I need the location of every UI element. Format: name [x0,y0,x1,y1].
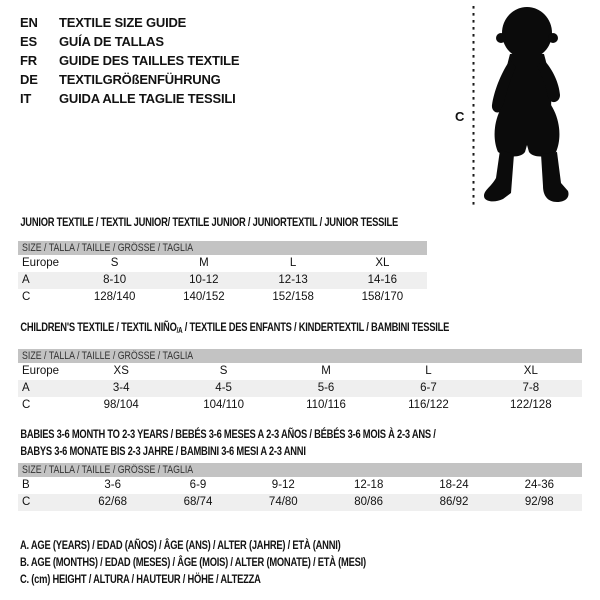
age-cell: 6-9 [189,479,207,491]
section-title-babies-line2: BABYS 3-6 MONATE BIS 2-3 JAHRE / BAMBINI… [20,444,306,458]
title-prefix: CHILDREN'S TEXTILE / TEXTIL NIÑO [20,320,177,334]
row-label: Europe [22,365,60,377]
table-row-age-months: B 3-6 6-9 9-12 12-18 18-24 24-36 [18,477,582,494]
footnote-c: C. (cm) HEIGHT / ALTURA / HAUTEUR / HÖHE… [20,572,261,586]
height-cell: 116/122 [408,399,449,411]
size-cell: XL [523,365,538,377]
size-cell: L [289,257,297,269]
language-code: DE [20,72,38,87]
height-cell: 122/128 [510,399,552,411]
footnotes: A. AGE (YEARS) / EDAD (AÑOS) / ÂGE (ANS)… [20,537,463,588]
table-row-height: C 128/140 140/152 152/158 158/170 [18,289,427,306]
table-row-height: C 98/104 104/110 110/116 116/122 122/128 [18,397,582,414]
height-cell: 86/92 [439,496,469,508]
age-cell: 5-6 [317,382,335,394]
guide-title-it: GUIDA ALLE TAGLIE TESSILI [59,91,236,106]
row-label: C [22,399,31,411]
size-bar-label: SIZE / TALLA / TAILLE / GRÖSSE / TAGLIA [22,464,194,476]
size-cell: S [219,365,228,377]
footnote-a: A. AGE (YEARS) / EDAD (AÑOS) / ÂGE (ANS)… [20,538,341,552]
row-label: C [22,291,31,303]
table-row-europe: Europe XS S M L XL [18,363,582,380]
row-label: A [22,274,30,286]
table-row-europe: Europe S M L XL [18,255,427,272]
age-cell: 14-16 [367,274,398,286]
height-measure-label: C [455,109,465,124]
language-code: ES [20,34,37,49]
language-row-fr: FR GUIDE DES TAILLES TEXTILE [20,51,240,70]
height-cell: 158/170 [361,291,404,303]
size-cell: M [199,257,209,269]
guide-title-fr: GUIDE DES TAILLES TEXTILE [59,53,240,68]
size-bar: SIZE / TALLA / TAILLE / GRÖSSE / TAGLIA [18,241,427,255]
section-junior: JUNIOR TEXTILE / TEXTIL JUNIOR/ TEXTILE … [18,216,427,306]
age-cell: 12-13 [278,274,308,286]
language-row-en: EN TEXTILE SIZE GUIDE [20,13,239,32]
language-row-de: DE TEXTILGRÖßENFÜHRUNG [20,70,239,89]
size-cell: L [425,365,432,377]
footnote-b: B. AGE (MONTHS) / EDAD (MESES) / ÂGE (MO… [20,555,366,569]
age-cell: 6-7 [420,382,437,394]
section-title-children: CHILDREN'S TEXTILE / TEXTIL NIÑO/A / TEX… [18,320,458,335]
age-cell: 3-4 [112,382,130,394]
height-cell: 80/86 [354,496,384,508]
age-cell: 24-36 [524,479,555,491]
section-title-junior: JUNIOR TEXTILE / TEXTIL JUNIOR/ TEXTILE … [20,215,399,229]
title-subscript: /A [176,326,183,335]
guide-title-es: GUÍA DE TALLAS [59,34,164,49]
height-cell: 98/104 [103,399,139,411]
figure-area: C [450,3,598,213]
height-cell: 152/158 [272,291,314,303]
size-cell: XS [113,365,129,377]
age-cell: 7-8 [522,382,540,394]
row-label: C [22,496,31,508]
age-cell: 3-6 [104,479,121,491]
height-cell: 62/68 [98,496,128,508]
baby-silhouette-icon [484,7,569,202]
age-cell: 12-18 [353,479,384,491]
language-row-it: IT GUIDA ALLE TAGLIE TESSILI [20,89,239,108]
language-code: EN [20,15,38,30]
row-label: A [22,382,30,394]
guide-title-de: TEXTILGRÖßENFÜHRUNG [59,72,221,87]
size-cell: M [321,365,331,377]
language-header: EN TEXTILE SIZE GUIDE ES GUÍA DE TALLAS FR… [20,13,240,108]
height-cell: 74/80 [268,496,298,508]
size-bar-label: SIZE / TALLA / TAILLE / GRÖSSE / TAGLIA [22,242,194,254]
size-bar: SIZE / TALLA / TAILLE / GRÖSSE / TAGLIA [18,463,582,477]
height-cell: 92/98 [524,496,554,508]
guide-title-en: TEXTILE SIZE GUIDE [59,15,187,30]
size-bar-label: SIZE / TALLA / TAILLE / GRÖSSE / TAGLIA [22,350,194,362]
height-cell: 104/110 [203,399,244,411]
section-children: CHILDREN'S TEXTILE / TEXTIL NIÑO/A / TEX… [18,321,582,414]
size-bar: SIZE / TALLA / TAILLE / GRÖSSE / TAGLIA [18,349,582,363]
section-title-babies-line1: BABIES 3-6 MONTH TO 2-3 YEARS / BEBÉS 3-… [20,427,436,441]
size-cell: S [110,257,119,269]
row-label: Europe [22,257,60,269]
age-cell: 8-10 [103,274,127,286]
age-cell: 4-5 [215,382,232,394]
table-row-age: A 8-10 10-12 12-13 14-16 [18,272,427,289]
size-cell: XL [375,257,390,269]
table-row-age: A 3-4 4-5 5-6 6-7 7-8 [18,380,582,397]
age-cell: 18-24 [439,479,469,491]
age-cell: 9-12 [271,479,295,491]
row-label: B [22,479,30,491]
section-babies: BABIES 3-6 MONTH TO 2-3 YEARS / BEBÉS 3-… [18,426,582,511]
age-cell: 10-12 [189,274,219,286]
language-code: IT [20,91,32,106]
title-suffix: / TEXTILE DES ENFANTS / KINDERTEXTIL / B… [182,320,450,334]
height-cell: 128/140 [93,291,136,303]
height-cell: 140/152 [183,291,225,303]
height-cell: 110/116 [306,399,346,411]
height-cell: 68/74 [183,496,213,508]
language-code: FR [20,53,37,68]
language-row-es: ES GUÍA DE TALLAS [20,32,239,51]
table-row-height: C 62/68 68/74 74/80 80/86 86/92 92/98 [18,494,582,511]
